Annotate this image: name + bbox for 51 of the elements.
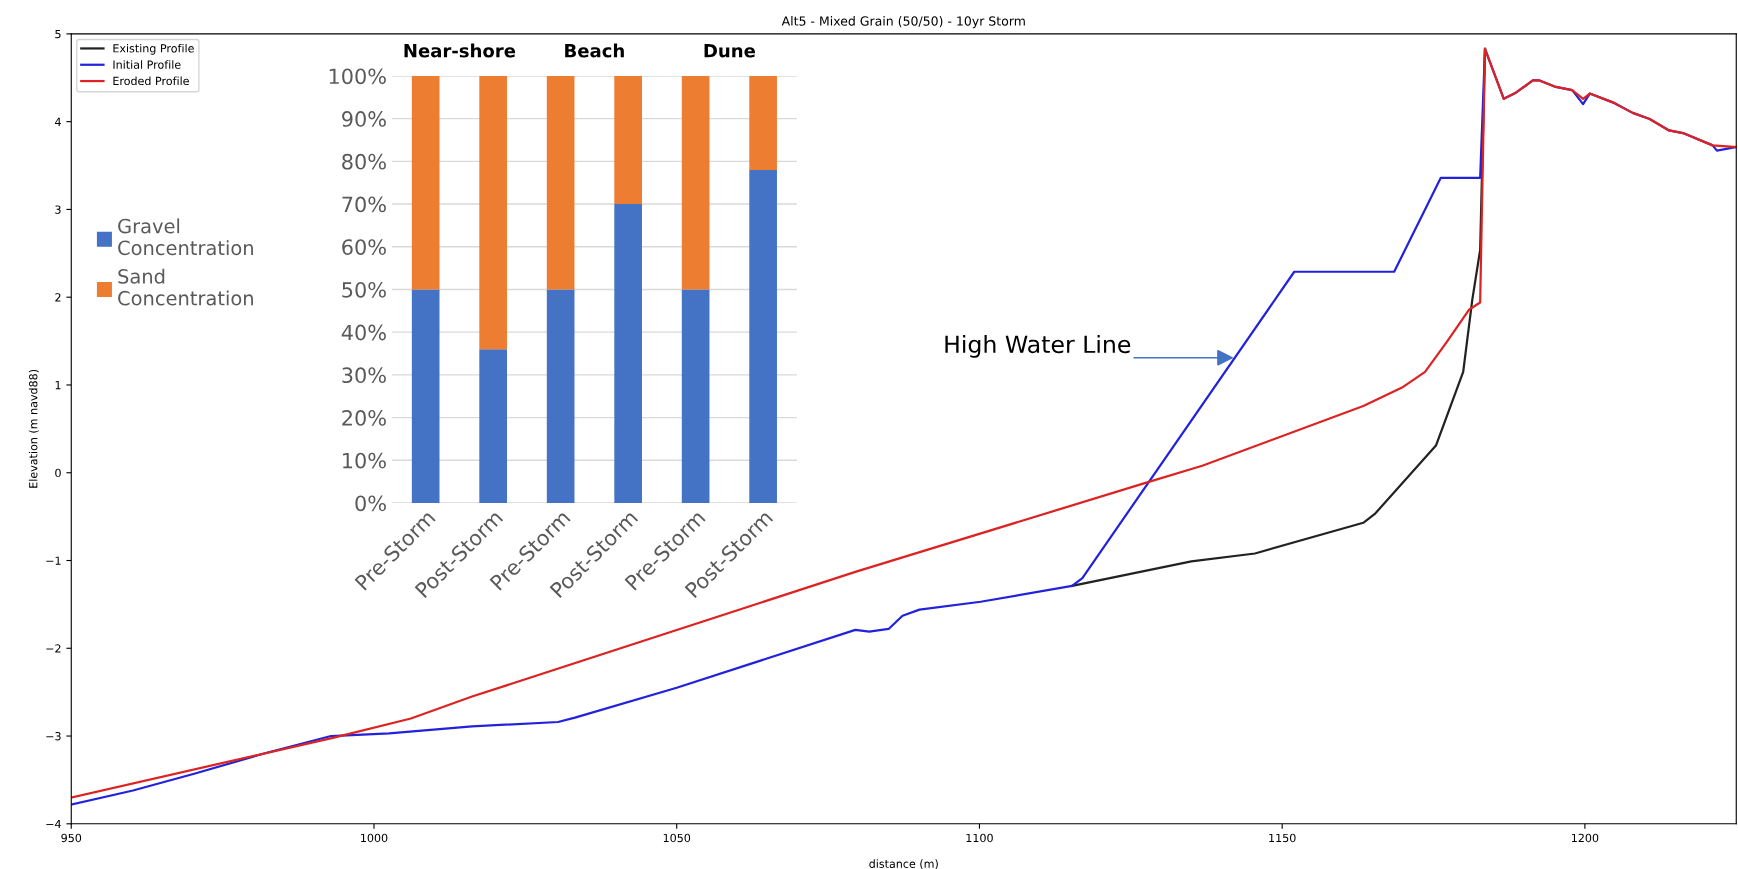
annotation: Dune [704, 44, 755, 58]
bar [681, 75, 710, 290]
bar [749, 169, 777, 503]
y-tick-label: −4 [46, 819, 61, 829]
annotation: Beach [565, 43, 624, 58]
y-tick-label: 0% [355, 495, 386, 512]
bar [479, 75, 507, 350]
y-tick-label: 60% [342, 239, 386, 255]
y-tick-label: 0 [55, 468, 61, 478]
x-tick-label: 1050 [663, 833, 691, 843]
y-tick-label: −1 [46, 556, 61, 565]
y-tick-label: 70% [342, 196, 386, 213]
y-tick-label: 20% [342, 410, 386, 426]
y-tick-label: 100% [329, 68, 386, 85]
bar [749, 75, 777, 170]
y-tick-label: 3 [55, 205, 61, 214]
y-tick-label: 50% [342, 281, 386, 298]
legend-label: Initial Profile [113, 60, 181, 69]
y-tick-label: 2 [55, 293, 61, 302]
annotation: High Water Line [945, 334, 1131, 358]
bar [411, 289, 440, 503]
y-tick-label: 5 [55, 30, 61, 39]
y-tick-label: −3 [46, 732, 61, 741]
x-tick-label: 1200 [1571, 833, 1599, 843]
legend-label: Sand Concentration [118, 268, 253, 306]
y-tick-label: −2 [46, 644, 61, 653]
bar [614, 204, 642, 503]
annotation: Near-shore [404, 43, 516, 58]
bar [681, 289, 710, 503]
legend-label: Eroded Profile [113, 76, 189, 86]
y-tick-label: 30% [342, 367, 386, 384]
bar [546, 289, 575, 503]
x-tick-label: 1000 [361, 833, 388, 843]
bar [546, 75, 575, 290]
y-axis-title: Elevation (m navd88) [28, 369, 39, 488]
x-tick-label: 950 [61, 833, 82, 843]
legend-label: Gravel Concentration [118, 218, 253, 256]
y-tick-label: 1 [55, 381, 61, 390]
x-tick-label: 1150 [1269, 833, 1296, 843]
bar [479, 349, 507, 503]
y-tick-label: 40% [341, 324, 386, 341]
y-tick-label: 80% [342, 153, 386, 170]
legend-label: Existing Profile [113, 43, 194, 55]
bar [411, 75, 440, 290]
y-tick-label: 90% [342, 111, 386, 127]
x-axis-title: distance (m) [869, 859, 938, 869]
x-tick-label: 1100 [966, 833, 993, 843]
bar [614, 75, 642, 205]
y-tick-label: 10% [343, 452, 386, 469]
chart-title: Alt5 - Mixed Grain (50/50) - 10yr Storm [781, 16, 1025, 29]
y-tick-label: 4 [55, 117, 61, 126]
